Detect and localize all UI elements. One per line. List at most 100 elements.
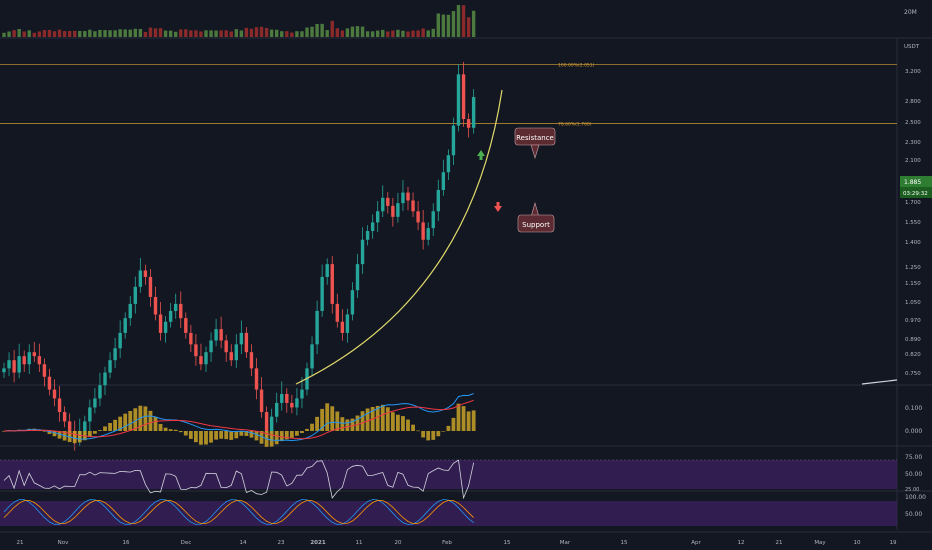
volume-bar [113, 30, 117, 37]
candle-body [340, 321, 345, 333]
candle-body [57, 398, 62, 413]
time-tick: 15 [504, 540, 511, 546]
volume-bar [234, 29, 238, 37]
volume-bar [280, 31, 284, 37]
macd-hist-bar [153, 417, 158, 431]
candle-body [219, 329, 223, 341]
macd-tick-3: 0.000 [905, 428, 922, 435]
time-tick: 23 [278, 540, 285, 546]
macd-hist-bar [204, 431, 208, 445]
volume-bar [391, 30, 395, 37]
candle-body [224, 340, 228, 353]
macd-hist-bar [284, 431, 289, 440]
candle-body [320, 276, 324, 311]
candle-body [88, 407, 92, 422]
macd-hist-bar [98, 430, 102, 431]
macd-hist-bar [234, 431, 239, 439]
macd-hist-bar [188, 431, 193, 439]
macd-hist-bar [239, 431, 244, 436]
stoch-tick-100: 100.00 [905, 494, 926, 501]
candle-body [128, 303, 132, 319]
rsi-tick-50: 50.00 [905, 471, 922, 478]
candle-body [199, 356, 203, 365]
far-right-trendline [861, 379, 898, 385]
candle-body [47, 376, 52, 390]
macd-hist-bar [289, 431, 294, 438]
volume-bar [290, 32, 294, 37]
rsi-pane: 75.00 50.00 25.00 [0, 454, 932, 500]
volume-bar [325, 30, 329, 37]
macd-hist-bar [148, 410, 153, 431]
macd-hist-bar [360, 411, 365, 431]
candle-body [37, 356, 42, 365]
time-tick: Nov [58, 540, 69, 546]
price-tick: 2.500 [905, 120, 921, 126]
candle-body [441, 172, 446, 190]
candle-body [98, 385, 102, 399]
volume-bar [421, 28, 425, 37]
macd-hist-bar [123, 413, 128, 431]
candle-body [285, 393, 289, 403]
candle-body [295, 398, 299, 408]
candle-body [42, 364, 47, 377]
time-tick: Apr [691, 540, 701, 546]
candle-body [280, 393, 284, 403]
price-tick: 0.970 [905, 318, 921, 324]
support-callout[interactable]: Support [517, 201, 555, 233]
volume-bar [103, 30, 107, 37]
macd-hist-bar [183, 431, 188, 436]
candle-body [133, 286, 137, 304]
macd-hist-bar [173, 429, 178, 431]
resistance-callout[interactable]: Resistance [514, 127, 556, 160]
price-tick: 1.700 [905, 200, 921, 206]
macd-hist-bar [249, 431, 254, 438]
volume-bar [52, 31, 57, 37]
price-tick: 3.200 [905, 69, 921, 75]
time-tick: Mar [560, 540, 571, 546]
macd-hist-bar [108, 422, 112, 431]
macd-hist-bar [411, 424, 415, 431]
time-tick: May [814, 540, 826, 546]
macd-hist-bar [87, 431, 92, 438]
rsi-band [0, 460, 897, 489]
volume-bar [133, 28, 137, 37]
macd-hist-bar [396, 414, 400, 431]
volume-bar [229, 31, 233, 37]
macd-hist-bar [431, 431, 436, 440]
macd-hist-bar [375, 405, 380, 431]
candle-body [62, 412, 67, 422]
fib-label: 78.60%(1.760) [558, 121, 592, 127]
volume-bar [285, 31, 289, 37]
macd-hist-bar [335, 411, 340, 431]
candle-body [355, 264, 360, 291]
candle-body [466, 119, 471, 128]
up-arrow-icon [477, 150, 485, 160]
volume-bar [118, 29, 122, 37]
candle-body [446, 155, 451, 173]
price-tick: 1.250 [905, 265, 921, 271]
candle-body [431, 211, 435, 229]
candle-body [93, 398, 97, 408]
price-tick: 0.820 [905, 352, 921, 358]
volume-bar [295, 31, 299, 37]
macd-hist-bar [401, 416, 405, 431]
candle-body [456, 74, 461, 126]
down-arrow-icon [494, 202, 502, 212]
volume-bar [264, 27, 269, 37]
macd-hist-bar [103, 426, 107, 431]
candle-body [2, 368, 6, 373]
macd-hist-bar [456, 403, 461, 431]
candle-body [52, 389, 57, 399]
resistance-label: Resistance [516, 134, 554, 142]
fibonacci-levels: 161.80%(2.899)100.00%(2.051)78.60%(1.760… [0, 63, 897, 127]
price-tick: 1.050 [905, 300, 921, 306]
price-axis: 3.200 2.800 2.500 2.300 2.100 1.700 1.550 1.400… [905, 69, 921, 377]
macd-hist-bar [406, 419, 410, 431]
volume-bar [73, 30, 77, 37]
stoch-d-line [3, 499, 474, 525]
candle-body [350, 290, 355, 315]
macd-hist-bar [305, 428, 309, 431]
macd-hist-bar [113, 419, 117, 431]
